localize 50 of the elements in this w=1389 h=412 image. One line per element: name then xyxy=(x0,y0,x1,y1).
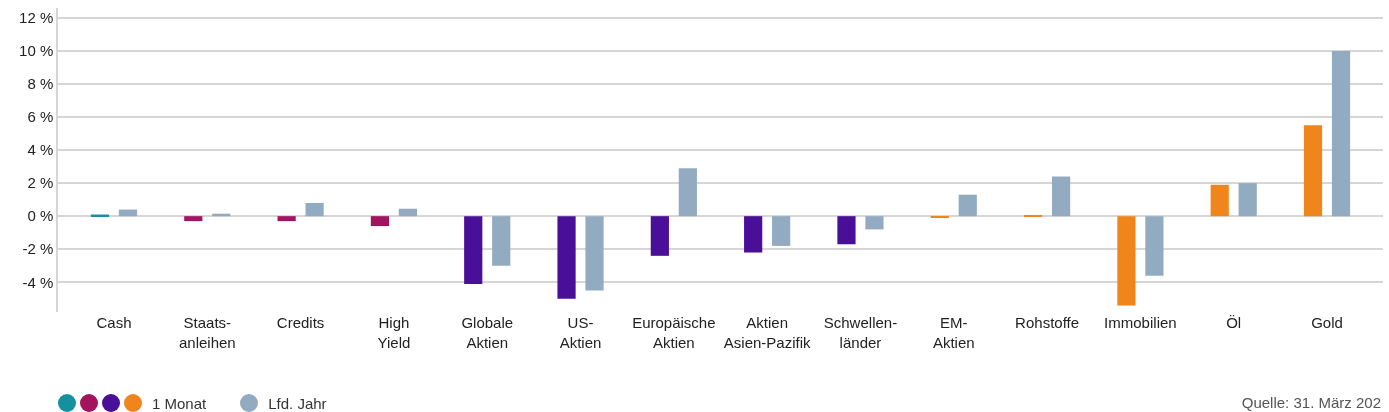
x-tick-label: Gold xyxy=(1311,314,1343,331)
x-tick-label: Schwellen- länder xyxy=(823,314,898,351)
x-tick-label: Immobilien xyxy=(1104,314,1177,331)
bar xyxy=(958,194,977,217)
x-tick-label: Globale Aktien xyxy=(461,314,514,351)
bar xyxy=(184,216,203,222)
legend-label: 1 Monat xyxy=(152,394,207,412)
bar xyxy=(585,216,604,291)
x-tick-label: Cash xyxy=(96,314,132,331)
y-tick-label: -4 % xyxy=(22,273,54,291)
y-tick-label: 12 % xyxy=(19,9,54,27)
bar xyxy=(1117,216,1136,306)
x-tick-label: High Yield xyxy=(377,314,411,351)
bar xyxy=(1238,183,1257,217)
bar xyxy=(1210,184,1229,217)
bar xyxy=(118,209,138,217)
bar xyxy=(370,216,390,227)
x-tick-label: Europäische Aktien xyxy=(632,314,716,351)
source-note: Quelle: 31. März 202 xyxy=(1241,394,1381,411)
bar xyxy=(678,168,697,217)
bar xyxy=(398,208,418,217)
y-tick-label: 6 % xyxy=(27,108,54,126)
bar xyxy=(772,216,791,246)
y-tick-label: 0 % xyxy=(27,207,54,225)
bar xyxy=(305,202,324,217)
bar xyxy=(1303,125,1323,217)
bar xyxy=(1145,216,1164,276)
x-tick-label: EM- Aktien xyxy=(932,314,975,351)
y-tick-label: 2 % xyxy=(27,174,54,192)
legend-label: Lfd. Jahr xyxy=(268,394,327,412)
y-tick-label: 8 % xyxy=(27,75,54,93)
x-tick-label: Staats- anleihen xyxy=(178,314,236,351)
bar xyxy=(277,216,296,222)
bar xyxy=(837,216,856,245)
bar xyxy=(464,216,483,284)
bar xyxy=(492,216,511,266)
y-tick-label: 10 % xyxy=(19,42,54,60)
y-tick-label: -2 % xyxy=(22,240,54,258)
x-tick-label: Rohstoffe xyxy=(1015,314,1080,331)
bar xyxy=(1331,50,1351,217)
y-tick-label: 4 % xyxy=(27,141,54,159)
bar xyxy=(557,216,576,299)
bar xyxy=(744,216,763,253)
x-tick-label: Credits xyxy=(276,314,325,331)
bar xyxy=(650,216,669,256)
x-tick-label: US- Aktien xyxy=(559,314,602,351)
x-tick-label: Öl xyxy=(1226,314,1242,331)
x-tick-label: Aktien Asien-Pazifik xyxy=(723,314,811,351)
bar xyxy=(1051,176,1071,217)
bar xyxy=(865,216,884,230)
